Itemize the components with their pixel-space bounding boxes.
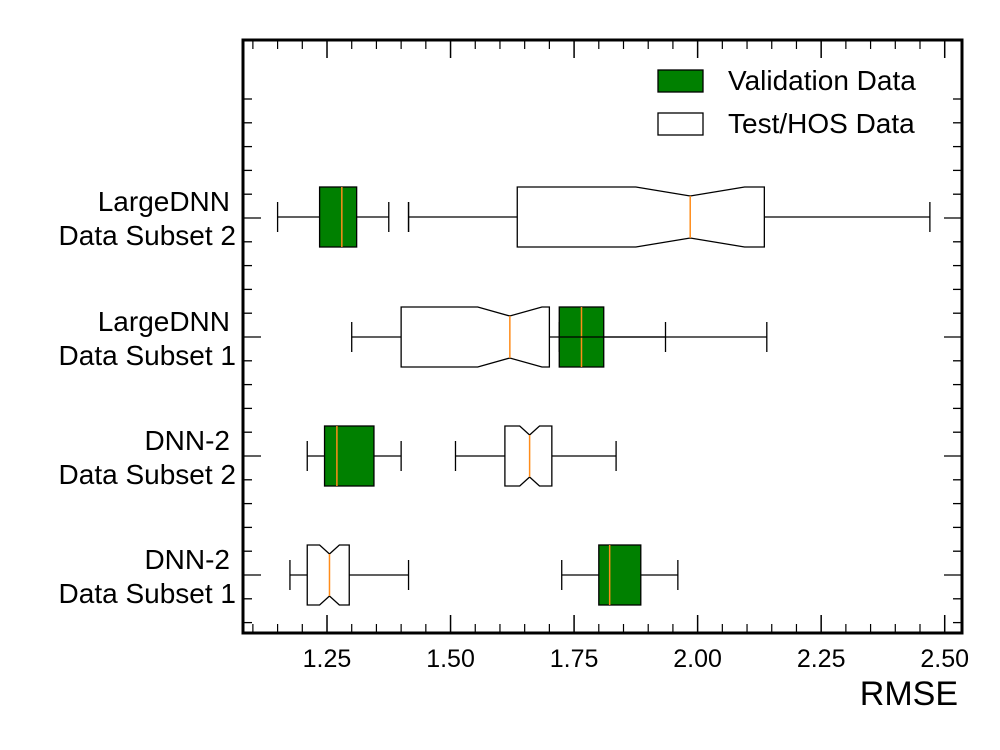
x-tick-label: 2.50 <box>920 645 969 673</box>
box-body <box>323 425 375 487</box>
box-validation-4 <box>276 186 410 248</box>
box-body <box>400 306 551 368</box>
box-test-2 <box>454 425 617 487</box>
box-body <box>516 186 765 248</box>
box-body <box>306 544 350 606</box>
y-category-label: Data Subset 2 <box>59 220 236 251</box>
box-test-4 <box>407 186 931 248</box>
legend-label: Test/HOS Data <box>728 108 915 139</box>
legend: Validation Data Test/HOS Data <box>657 65 916 139</box>
x-tick-label: 1.50 <box>426 645 475 673</box>
y-category-label: DNN-2 <box>144 544 230 575</box>
box-body <box>318 186 358 248</box>
legend-swatch-validation <box>657 69 704 93</box>
box-test-3 <box>351 306 768 368</box>
y-category-label: Data Subset 1 <box>59 340 236 371</box>
plot-frame <box>241 38 964 635</box>
x-tick-label: 1.25 <box>303 645 352 673</box>
y-category-label: Data Subset 2 <box>59 459 236 490</box>
legend-label: Validation Data <box>728 65 916 96</box>
y-category-label: Data Subset 1 <box>59 578 236 609</box>
y-category-label: LargeDNN <box>98 306 230 337</box>
x-tick-label: 2.25 <box>797 645 846 673</box>
x-axis-label: RMSE <box>860 675 958 713</box>
x-tick-label: 2.00 <box>673 645 722 673</box>
legend-swatch-test <box>657 112 704 136</box>
y-category-label: DNN-2 <box>144 425 230 456</box>
box-validation-1 <box>561 544 679 606</box>
box-validation-2 <box>306 425 402 487</box>
box-body <box>598 544 642 606</box>
x-tick-label: 1.75 <box>550 645 599 673</box>
y-category-label: LargeDNN <box>98 186 230 217</box>
box-body <box>504 425 553 487</box>
box-test-1 <box>289 544 410 606</box>
boxes-layer <box>276 186 931 606</box>
